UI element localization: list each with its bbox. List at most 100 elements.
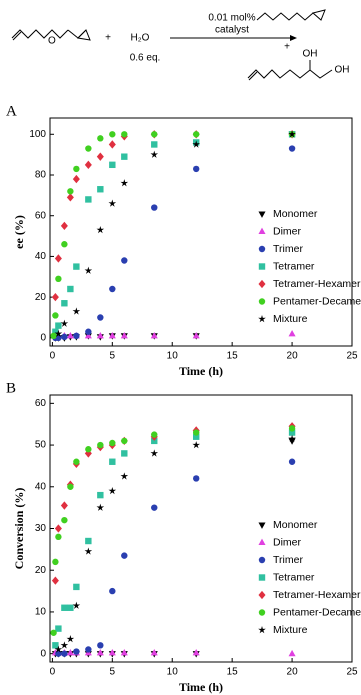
marker [108,140,116,149]
oxygen: O [48,36,56,47]
marker [97,135,104,142]
marker [60,319,69,327]
marker [72,174,80,184]
marker [108,648,116,656]
legend-marker [258,574,266,581]
marker [96,152,104,161]
marker [54,329,63,338]
marker [51,576,59,585]
marker [60,501,68,510]
hydroxyl: OH [335,65,350,76]
legend-marker [258,263,266,270]
legend-marker [258,590,266,600]
y-tick-label: 50 [35,440,47,451]
marker [288,145,296,152]
marker [97,491,104,499]
epoxide-ring [76,29,91,41]
marker [51,292,59,302]
legend-marker [258,279,266,289]
marker [73,648,80,655]
marker [193,433,200,440]
arrow-head [290,35,297,41]
catalyst: catalyst [215,25,249,36]
marker [55,275,62,283]
x-tick-label: 0 [50,351,56,362]
x-tick-label: 25 [346,667,358,678]
marker [151,431,158,438]
marker [288,429,296,436]
panel-label: B [6,380,16,396]
marker [109,285,116,293]
reactant-chain [11,29,69,39]
marker [193,429,200,436]
marker [61,241,68,248]
marker [97,642,104,649]
x-tick-label: 5 [110,351,116,362]
legend-label: Mixture [273,313,308,325]
marker [66,648,74,656]
marker [193,165,200,173]
legend-label: Pentamer-Decamer [273,295,361,307]
marker [109,131,116,138]
legend-label: Tetramer [273,571,315,583]
double-bond [12,31,22,41]
marker [72,601,81,609]
marker [55,650,62,657]
marker [120,472,129,480]
marker [67,285,74,293]
marker [151,141,158,148]
x-tick-label: 10 [167,351,179,362]
loading: 0.01 mol% [208,13,255,24]
plus: + [284,42,290,53]
marker [67,188,74,195]
product-chain [256,12,314,21]
marker [61,300,68,307]
equiv: 0.6 eq. [130,53,161,64]
marker [120,179,129,187]
marker [54,524,62,533]
marker [66,331,74,339]
marker [85,646,92,653]
marker [109,439,116,447]
marker [55,533,62,541]
x-axis-label: Time (h) [179,680,223,694]
x-tick-label: 20 [287,667,299,678]
reaction-scheme: O + H₂O 0.6 eq. 0.01 mol% catalyst + OH … [11,9,350,81]
legend-marker [258,227,266,235]
marker [97,441,104,449]
marker [73,332,80,340]
marker [73,458,80,465]
legend-label: Tetramer [273,260,315,272]
marker [288,425,296,432]
y-axis-label: ee (%) [12,215,26,249]
marker [84,547,93,555]
marker [85,537,92,545]
legend-marker [258,609,266,616]
marker [150,449,159,457]
marker [60,641,69,649]
y-tick-label: 0 [40,332,46,343]
legend-marker [258,298,266,305]
legend-marker [258,556,266,564]
water: H₂O [131,33,150,44]
marker [96,331,104,339]
marker [192,140,201,148]
x-axis-label: Time (h) [179,364,223,378]
legend-marker [258,245,266,253]
marker [192,331,200,339]
legend-marker [258,211,266,218]
legend-marker [258,315,266,323]
epoxide [67,29,87,39]
x-tick-label: 0 [50,667,56,678]
marker [84,160,92,169]
marker [61,516,68,524]
y-tick-label: 0 [40,648,46,659]
marker [73,263,80,270]
marker [121,131,128,138]
marker [193,131,200,138]
marker [151,204,158,211]
legend-label: Dimer [273,225,302,237]
marker [96,225,105,234]
marker [109,458,116,465]
